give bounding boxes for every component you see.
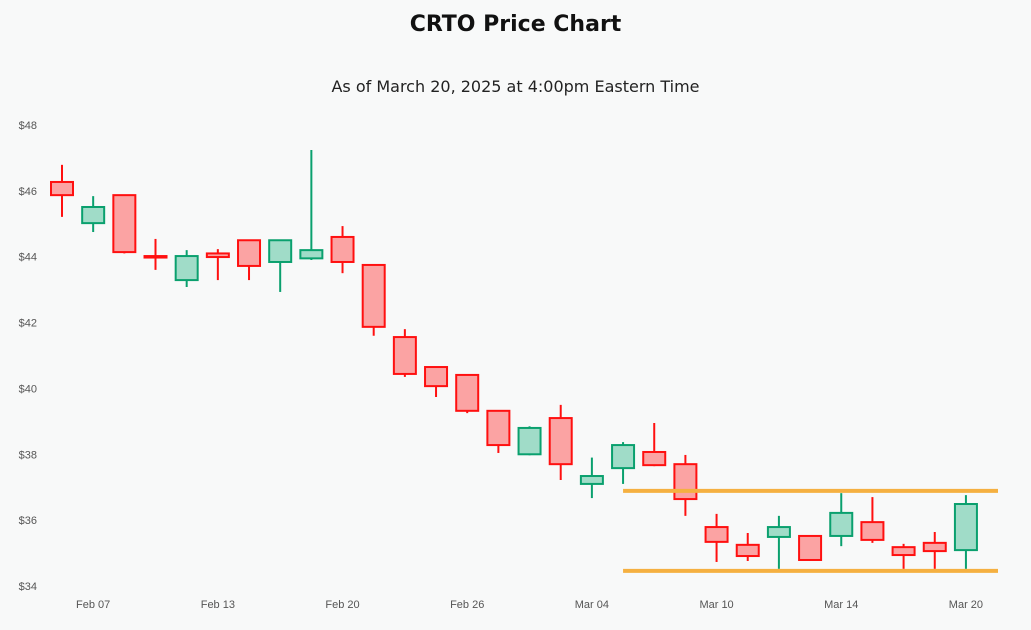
candle-body-up [766,526,791,538]
chart-subtitle: As of March 20, 2025 at 4:00pm Eastern T… [331,77,700,96]
candle-body-down [922,541,947,553]
x-tick-label: Mar 10 [699,599,733,611]
candle-body-down [455,373,480,412]
y-tick-label: $44 [19,252,37,264]
candle-body-up [829,511,854,537]
candle-body-up [953,503,978,552]
candle-body-up [268,239,293,263]
candle-body-down [330,235,355,263]
candle-body-up [81,205,106,225]
y-tick-label: $36 [19,515,37,527]
y-tick-label: $42 [19,318,37,330]
y-tick-label: $48 [19,120,37,132]
candle-body-up [517,426,542,456]
x-tick-label: Feb 13 [201,599,235,611]
candle-body-up [611,444,636,470]
candle-body-down [424,366,449,388]
candle-body-down [735,543,760,558]
x-tick-label: Feb 26 [450,599,484,611]
candle-body-up [174,255,199,282]
candle-body-down [143,255,168,259]
x-tick-label: Mar 14 [824,599,858,611]
y-tick-label: $38 [19,449,37,461]
candle-body-down [237,239,262,267]
x-tick-label: Mar 04 [575,599,609,611]
y-tick-label: $46 [19,186,37,198]
y-tick-label: $34 [19,581,37,593]
x-tick-label: Mar 20 [949,599,983,611]
candle-body-down [673,463,698,501]
candle-body-down [50,180,74,197]
candle-body-down [486,409,511,447]
x-tick-label: Feb 20 [325,599,359,611]
candle-body-down [891,546,916,557]
candle-body-down [112,194,137,254]
chart-title: CRTO Price Chart [409,12,622,37]
candle-body-down [205,252,230,259]
x-tick-label: Feb 07 [76,599,110,611]
candle-body-down [642,450,667,467]
candle-body-down [860,521,885,541]
candle-body-up [299,249,324,260]
candle-body-up [579,475,604,485]
candle-body-down [548,417,573,466]
y-tick-label: $40 [19,383,37,395]
candle-body-down [704,526,729,543]
candle-body-down [361,263,386,328]
candle-body-down [392,336,417,375]
candle-body-down [798,534,823,561]
